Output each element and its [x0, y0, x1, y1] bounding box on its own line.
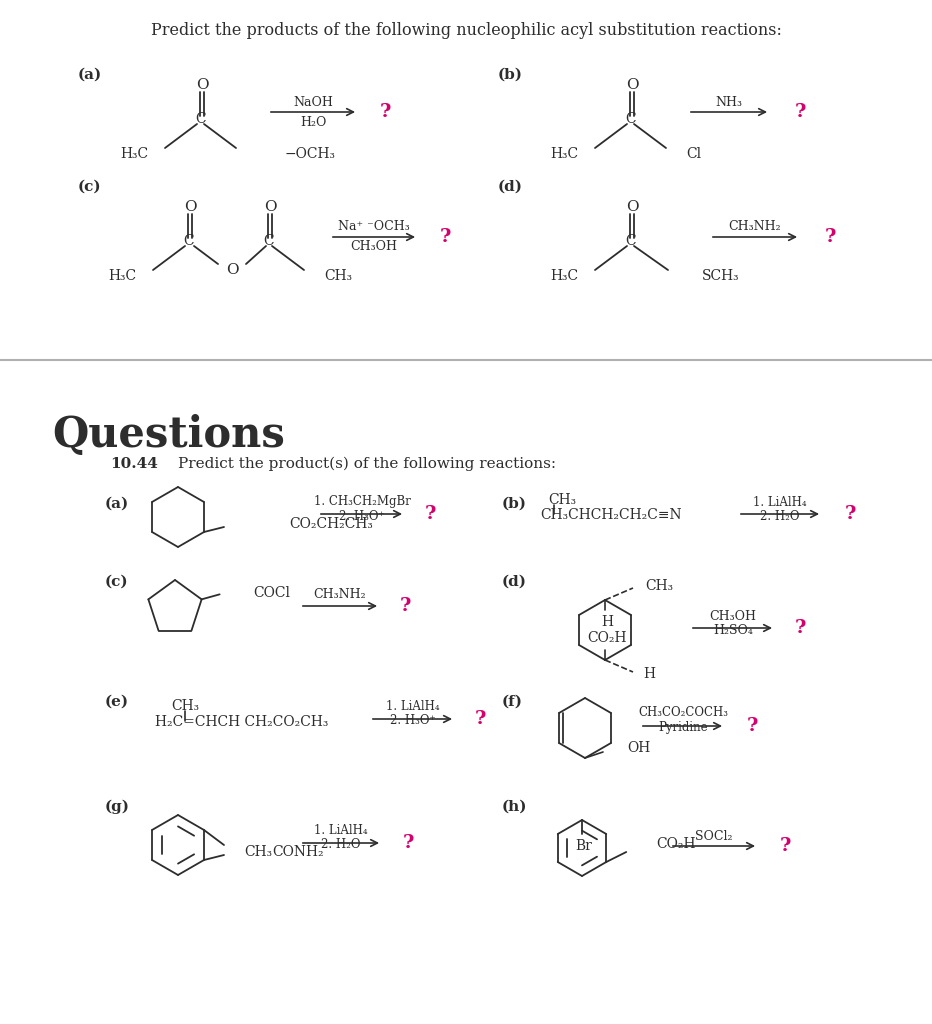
- Text: OH: OH: [627, 741, 651, 755]
- Text: (a): (a): [78, 68, 103, 82]
- Text: (c): (c): [78, 180, 102, 194]
- Text: CH₃OH: CH₃OH: [709, 609, 757, 623]
- Text: CH₃OH: CH₃OH: [350, 241, 398, 254]
- Text: (d): (d): [498, 180, 523, 194]
- Text: Pyridine: Pyridine: [658, 722, 707, 734]
- Text: H₂O: H₂O: [300, 116, 326, 128]
- Text: CH₃: CH₃: [645, 579, 673, 593]
- Text: 2. H₂O: 2. H₂O: [322, 839, 361, 852]
- Text: (e): (e): [105, 695, 130, 709]
- Text: CH₃NH₂: CH₃NH₂: [729, 219, 781, 232]
- Text: H₂C=CHCH CH₂CO₂CH₃: H₂C=CHCH CH₂CO₂CH₃: [155, 715, 328, 729]
- Text: Br: Br: [576, 839, 593, 853]
- Text: CH₃NH₂: CH₃NH₂: [314, 588, 366, 600]
- Text: ?: ?: [379, 103, 391, 121]
- Text: H₃C: H₃C: [108, 269, 136, 283]
- Text: (c): (c): [105, 575, 129, 589]
- Text: CH₃: CH₃: [171, 699, 199, 713]
- Text: O: O: [625, 78, 638, 92]
- Text: CH₃: CH₃: [244, 845, 272, 859]
- Text: COCl: COCl: [254, 587, 291, 600]
- Text: (f): (f): [502, 695, 523, 709]
- Text: NH₃: NH₃: [716, 95, 743, 109]
- Text: C: C: [184, 234, 194, 248]
- Text: SCH₃: SCH₃: [702, 269, 740, 283]
- Text: ?: ?: [794, 618, 805, 637]
- Text: ?: ?: [747, 717, 758, 735]
- Text: C: C: [196, 112, 206, 126]
- Text: ?: ?: [403, 834, 414, 852]
- Text: 2. H₃O⁺: 2. H₃O⁺: [391, 715, 436, 727]
- Text: 1. LiAlH₄: 1. LiAlH₄: [753, 496, 807, 509]
- Text: CH₃CO₂COCH₃: CH₃CO₂COCH₃: [638, 707, 728, 720]
- Text: O: O: [184, 200, 197, 214]
- Text: (g): (g): [105, 800, 130, 814]
- Text: C: C: [264, 234, 274, 248]
- Text: Predict the products of the following nucleophilic acyl substitution reactions:: Predict the products of the following nu…: [151, 22, 781, 39]
- Text: C: C: [625, 234, 637, 248]
- Text: CO₂H: CO₂H: [656, 837, 696, 851]
- Text: (h): (h): [502, 800, 528, 814]
- Text: 2. H₃O⁺: 2. H₃O⁺: [339, 510, 385, 522]
- Text: SOCl₂: SOCl₂: [695, 829, 733, 843]
- Text: Na⁺ ⁻OCH₃: Na⁺ ⁻OCH₃: [338, 219, 410, 232]
- Text: H₃C: H₃C: [120, 147, 148, 161]
- Text: ?: ?: [424, 505, 435, 523]
- Text: Cl: Cl: [686, 147, 701, 161]
- Text: ?: ?: [399, 597, 411, 615]
- Text: H₃C: H₃C: [550, 147, 578, 161]
- Text: H: H: [601, 615, 613, 629]
- Text: ?: ?: [779, 837, 790, 855]
- Text: Predict the product(s) of the following reactions:: Predict the product(s) of the following …: [178, 457, 556, 471]
- Text: ?: ?: [824, 228, 836, 246]
- Text: 10.44: 10.44: [110, 457, 158, 471]
- Text: CH₃: CH₃: [548, 493, 576, 507]
- Text: Questions: Questions: [52, 414, 285, 456]
- Text: (d): (d): [502, 575, 527, 589]
- Text: (b): (b): [498, 68, 523, 82]
- Text: CH₃: CH₃: [324, 269, 352, 283]
- Text: 1. LiAlH₄: 1. LiAlH₄: [386, 700, 440, 714]
- Text: H: H: [643, 667, 655, 681]
- Text: ?: ?: [474, 710, 486, 728]
- Text: H₃C: H₃C: [550, 269, 578, 283]
- Text: NaOH: NaOH: [293, 95, 333, 109]
- Text: O: O: [625, 200, 638, 214]
- Text: ?: ?: [439, 228, 451, 246]
- Text: 2. H₂O: 2. H₂O: [761, 510, 800, 522]
- Text: (a): (a): [105, 497, 130, 511]
- Text: CONH₂: CONH₂: [272, 845, 323, 859]
- Text: 1. LiAlH₄: 1. LiAlH₄: [314, 824, 368, 838]
- Text: CH₃CHCH₂CH₂C≡N: CH₃CHCH₂CH₂C≡N: [540, 508, 681, 522]
- Text: ?: ?: [794, 103, 805, 121]
- Text: H₂SO₄: H₂SO₄: [713, 624, 753, 637]
- Text: CO₂H: CO₂H: [587, 631, 626, 645]
- Text: 1. CH₃CH₂MgBr: 1. CH₃CH₂MgBr: [313, 496, 410, 509]
- Text: O: O: [226, 263, 239, 278]
- Text: CO₂CH₂CH₃: CO₂CH₂CH₃: [289, 517, 373, 531]
- Text: (b): (b): [502, 497, 527, 511]
- Text: ?: ?: [844, 505, 856, 523]
- Text: −OCH₃: −OCH₃: [285, 147, 336, 161]
- Text: C: C: [625, 112, 637, 126]
- Text: O: O: [196, 78, 209, 92]
- Text: O: O: [264, 200, 276, 214]
